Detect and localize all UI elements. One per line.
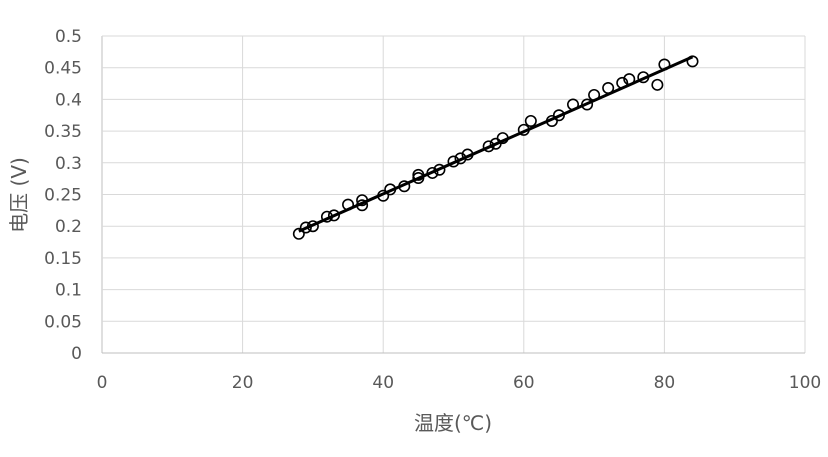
data-point [461,148,474,161]
x-tick-label: 0 [97,373,108,393]
data-point [327,209,340,222]
y-tick-label: 0.45 [44,59,82,79]
data-point [616,76,629,89]
x-tick-label: 60 [513,373,535,393]
x-tick-label: 20 [232,373,254,393]
y-axis-title: 电压 (V) [7,157,31,233]
data-point [623,73,636,86]
x-tick-label: 100 [789,373,821,393]
data-point [377,189,390,202]
data-point [433,163,446,176]
data-point [356,194,369,207]
data-point [306,220,319,233]
data-point [292,227,305,240]
data-point [567,98,580,111]
data-point [356,199,369,212]
x-tick-label: 80 [654,373,676,393]
data-point [496,132,509,145]
data-point [588,88,601,101]
y-tick-label: 0.5 [55,27,82,47]
data-point [637,71,650,84]
y-tick-label: 0 [71,344,82,364]
data-point [651,78,664,91]
data-point [384,183,397,196]
x-axis-title: 温度(℃) [414,411,492,435]
y-tick-label: 0.25 [44,186,82,206]
data-point [426,166,439,179]
data-point [447,155,460,168]
y-tick-label: 0.15 [44,249,82,269]
data-point [398,180,411,193]
y-tick-label: 0.2 [55,217,82,237]
data-point [412,168,425,181]
x-tick-label: 40 [372,373,394,393]
data-point [482,140,495,153]
data-point [524,114,537,127]
data-point [320,210,333,223]
data-point [299,221,312,234]
data-point [602,81,615,94]
y-tick-label: 0.1 [55,281,82,301]
data-point [517,123,530,136]
data-point [342,198,355,211]
y-tick-label: 0.35 [44,122,82,142]
data-point [686,55,699,68]
y-tick-label: 0.05 [44,312,82,332]
data-point [581,98,594,111]
tick-layer: 0 20 40 60 80 100 0 0.05 0.1 0.15 0.2 0.25 0.3 0.35 0.… [44,27,821,393]
grid-layer [101,35,806,354]
point-layer [292,55,699,240]
data-point [658,58,671,71]
data-point [412,172,425,185]
data-point [454,152,467,165]
y-tick-label: 0.4 [55,90,82,110]
data-point [552,109,565,122]
y-tick-label: 0.3 [55,154,82,174]
